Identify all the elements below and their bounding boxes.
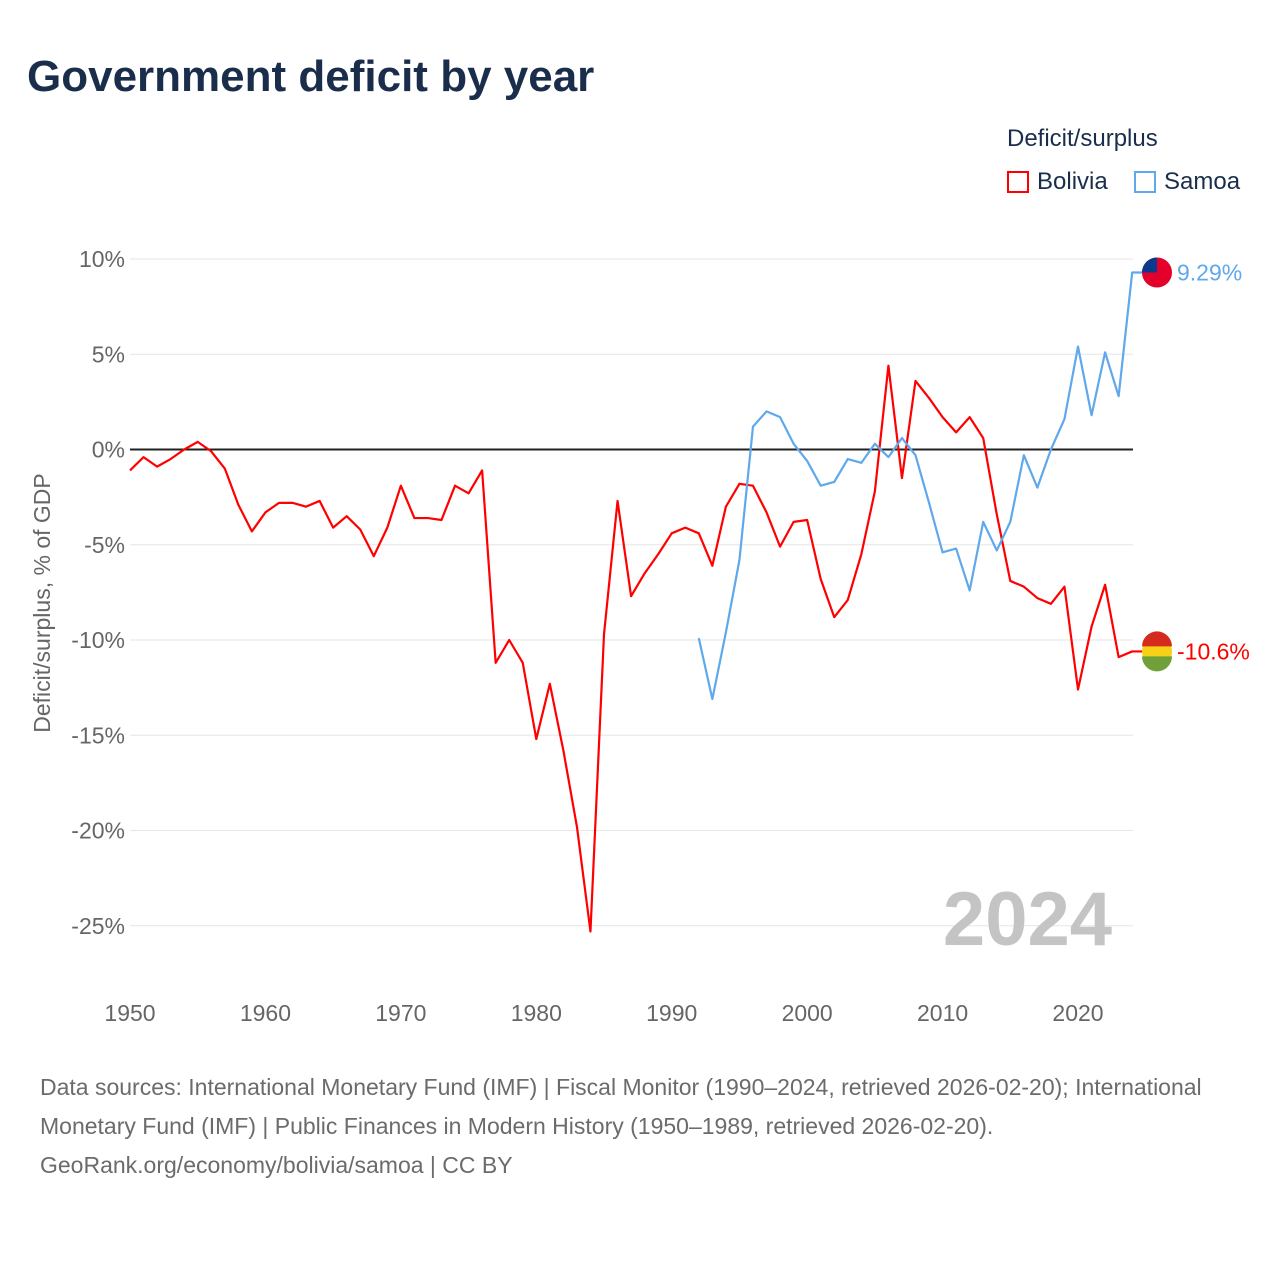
bolivia-flag-red [1142,631,1172,647]
x-tick-label: 2000 [782,1000,833,1026]
legend-item-bolivia[interactable]: Bolivia [1007,168,1108,196]
legend-swatch [1007,171,1029,193]
y-tick-label: -5% [84,532,125,558]
legend-swatch [1134,171,1156,193]
y-tick-label: 5% [92,341,125,367]
data-sources: Data sources: International Monetary Fun… [40,1074,1202,1139]
y-tick-label: -25% [71,913,125,939]
x-tick-label: 2020 [1052,1000,1103,1026]
samoa-flag-canton [1142,257,1157,273]
y-tick-label: -20% [71,818,125,844]
page-title: Government deficit by year [27,52,595,101]
x-tick-label: 1990 [646,1000,697,1026]
series-line-samoa [697,271,1145,701]
attribution-link[interactable]: GeoRank.org/economy/bolivia/samoa | CC B… [40,1152,513,1178]
y-tick-label: 0% [92,437,125,463]
x-tick-label: 1960 [240,1000,291,1026]
legend-label: Bolivia [1037,168,1108,195]
y-axis-label: Deficit/surplus, % of GDP [29,473,55,732]
y-tick-label: -15% [71,722,125,748]
end-label: 9.29% [1177,260,1242,286]
bolivia-flag-green [1142,656,1172,672]
y-tick-label: -10% [71,627,125,653]
x-tick-label: 1950 [104,1000,155,1026]
x-tick-label: 1980 [511,1000,562,1026]
footer: Data sources: International Monetary Fun… [40,1068,1240,1185]
series-line-bolivia [129,364,1145,933]
legend-title: Deficit/surplus [1007,125,1158,152]
x-tick-label: 1970 [375,1000,426,1026]
year-watermark: 2024 [943,877,1112,962]
y-tick-label: 10% [79,246,125,272]
legend-item-samoa[interactable]: Samoa [1134,168,1240,196]
legend-label: Samoa [1164,168,1241,195]
x-tick-label: 2010 [917,1000,968,1026]
end-label: -10.6% [1177,638,1250,664]
